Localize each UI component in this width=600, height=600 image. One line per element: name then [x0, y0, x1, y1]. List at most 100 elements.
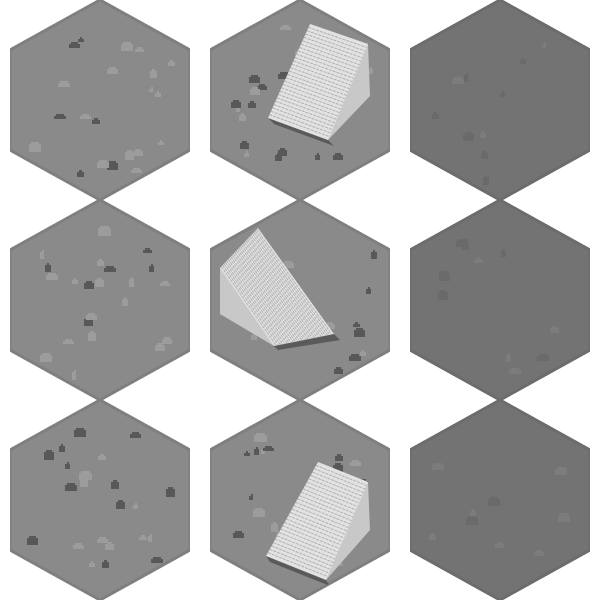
light-pebble: [72, 370, 76, 380]
dark-pebble: [116, 500, 125, 509]
light-pebble: [89, 561, 95, 567]
light-pebble: [563, 468, 567, 475]
dark-pebble: [84, 281, 94, 289]
dark-pebble: [257, 84, 267, 90]
light-pebble: [58, 81, 70, 87]
dark-pebble: [432, 112, 439, 119]
dark-pebble: [74, 428, 86, 437]
dark-pebble: [500, 91, 505, 97]
light-pebble: [97, 160, 109, 168]
light-pebble: [158, 140, 164, 145]
dark-pebble: [474, 258, 483, 263]
light-pebble: [97, 259, 104, 266]
dark-pebble: [102, 560, 109, 568]
dark-pebble: [107, 161, 118, 170]
light-pebble: [72, 278, 78, 284]
dark-pebble: [278, 148, 287, 156]
light-pebble: [280, 25, 291, 30]
light-pebble: [325, 322, 335, 329]
hex-tile-r2c3: [410, 200, 590, 400]
hex-tile-art: [210, 200, 390, 400]
light-pebble: [86, 313, 97, 320]
light-pebble: [488, 497, 500, 506]
light-pebble: [122, 297, 128, 306]
dark-pebble: [78, 37, 84, 42]
dark-pebble: [534, 550, 544, 556]
dark-pebble: [92, 118, 100, 124]
dark-pebble: [104, 266, 116, 272]
light-pebble: [501, 249, 506, 257]
dark-pebble: [249, 75, 260, 83]
hex-tile-art: [10, 200, 190, 400]
dark-pebble: [59, 444, 65, 452]
dark-pebble: [244, 451, 250, 456]
hex-tile-art: [210, 400, 390, 600]
dark-pebble: [353, 322, 360, 327]
hex-tile-art: [410, 400, 590, 600]
light-pebble: [253, 508, 265, 517]
light-pebble: [40, 353, 52, 362]
dark-pebble: [248, 101, 256, 108]
stone-ramp: [268, 24, 370, 146]
dark-pebble: [45, 263, 51, 272]
dark-pebble: [366, 287, 371, 294]
light-pebble: [133, 149, 143, 156]
dark-pebble: [315, 153, 320, 160]
light-pebble: [97, 537, 108, 543]
dark-pebble: [555, 467, 567, 475]
light-pebble: [470, 509, 476, 516]
light-pebble: [63, 339, 74, 344]
hex-tile-art: [10, 400, 190, 600]
dark-pebble: [432, 463, 444, 470]
light-pebble: [160, 281, 170, 286]
light-pebble: [368, 67, 373, 74]
stone-ramp: [220, 228, 340, 350]
light-pebble: [29, 144, 36, 151]
dark-pebble: [438, 290, 448, 300]
light-pebble: [481, 151, 488, 159]
dark-pebble: [537, 354, 549, 361]
light-pebble: [121, 42, 133, 51]
dark-pebble: [231, 100, 241, 108]
light-pebble: [244, 151, 249, 157]
light-pebble: [80, 114, 91, 119]
light-pebble: [148, 534, 152, 542]
stone-ramp: [266, 462, 370, 586]
light-pebble: [125, 150, 134, 160]
dark-pebble: [166, 487, 175, 497]
dark-pebble: [151, 557, 163, 563]
dark-pebble: [143, 248, 152, 253]
dark-pebble: [334, 367, 343, 374]
dark-pebble: [233, 531, 244, 538]
dark-pebble: [520, 58, 526, 64]
dark-pebble: [249, 494, 253, 500]
light-pebble: [73, 543, 84, 549]
light-ground-hex: [10, 400, 190, 600]
light-ground-hex: [10, 0, 190, 200]
dark-pebble: [542, 42, 546, 48]
light-pebble: [135, 47, 144, 52]
dark-pebble: [65, 462, 70, 469]
hex-tile-art: [10, 0, 190, 200]
dark-pebble: [263, 446, 274, 451]
dark-pebble: [558, 513, 570, 522]
dark-pebble: [27, 536, 38, 545]
light-pebble: [129, 277, 134, 287]
light-pebble: [480, 131, 486, 138]
dark-pebble: [333, 153, 343, 160]
dark-ground-hex: [410, 0, 590, 200]
light-pebble: [46, 273, 58, 280]
dark-pebble: [335, 454, 343, 461]
light-pebble: [239, 113, 246, 121]
dark-pebble: [44, 450, 54, 460]
hex-tile-art: [410, 200, 590, 400]
hex-tile-r3c1: [10, 400, 190, 600]
light-pebble: [350, 460, 361, 466]
hex-tile-r1c3: [410, 0, 590, 200]
dark-pebble: [240, 141, 249, 149]
dark-pebble: [54, 114, 66, 119]
light-pebble: [550, 326, 559, 333]
dark-pebble: [278, 72, 290, 79]
light-pebble: [98, 454, 106, 460]
